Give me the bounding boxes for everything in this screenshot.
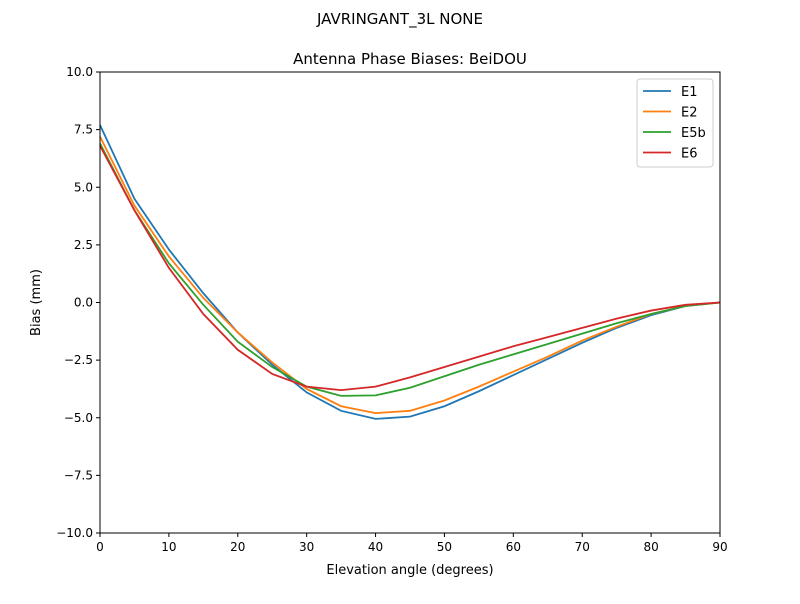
y-tick-label: −2.5	[64, 353, 93, 367]
plot-frame	[99, 71, 721, 534]
x-tick-label: 40	[368, 540, 383, 554]
legend-label: E6	[681, 147, 698, 162]
y-tick-label: 7.5	[74, 123, 93, 137]
x-tick-label: 50	[437, 540, 452, 554]
series-line-e2	[99, 136, 721, 415]
suptitle: JAVRINGANT_3L NONE	[316, 10, 483, 29]
y-tick-label: −10.0	[56, 526, 93, 540]
legend-label: E1	[681, 85, 698, 100]
x-tick-label: 30	[299, 540, 314, 554]
series-line-e6	[99, 145, 721, 391]
y-axis-label: Bias (mm)	[29, 269, 44, 336]
chart-title: Antenna Phase Biases: BeiDOU	[293, 50, 527, 68]
y-tick-label: −5.0	[64, 411, 93, 425]
x-tick-label: 80	[643, 540, 658, 554]
series-line-e1	[99, 124, 721, 420]
legend-label: E2	[681, 106, 698, 121]
x-tick-label: 90	[712, 540, 727, 554]
legend-box	[636, 78, 714, 168]
series-line-e5b	[99, 143, 721, 397]
x-tick-label: 0	[96, 540, 104, 554]
x-tick-label: 70	[575, 540, 590, 554]
y-tick-label: −7.5	[64, 468, 93, 482]
y-tick-label: 2.5	[74, 238, 93, 252]
y-tick-label: 10.0	[66, 65, 93, 79]
legend: E1 E2 E5b E6	[636, 78, 714, 168]
x-tick-label: 10	[161, 540, 176, 554]
y-tick-label: 0.0	[74, 296, 93, 310]
x-tick-label: 60	[506, 540, 521, 554]
y-tick-label: 5.0	[74, 180, 93, 194]
x-axis-label: Elevation angle (degrees)	[326, 563, 493, 578]
legend-label: E5b	[681, 126, 706, 141]
x-tick-label: 20	[230, 540, 245, 554]
